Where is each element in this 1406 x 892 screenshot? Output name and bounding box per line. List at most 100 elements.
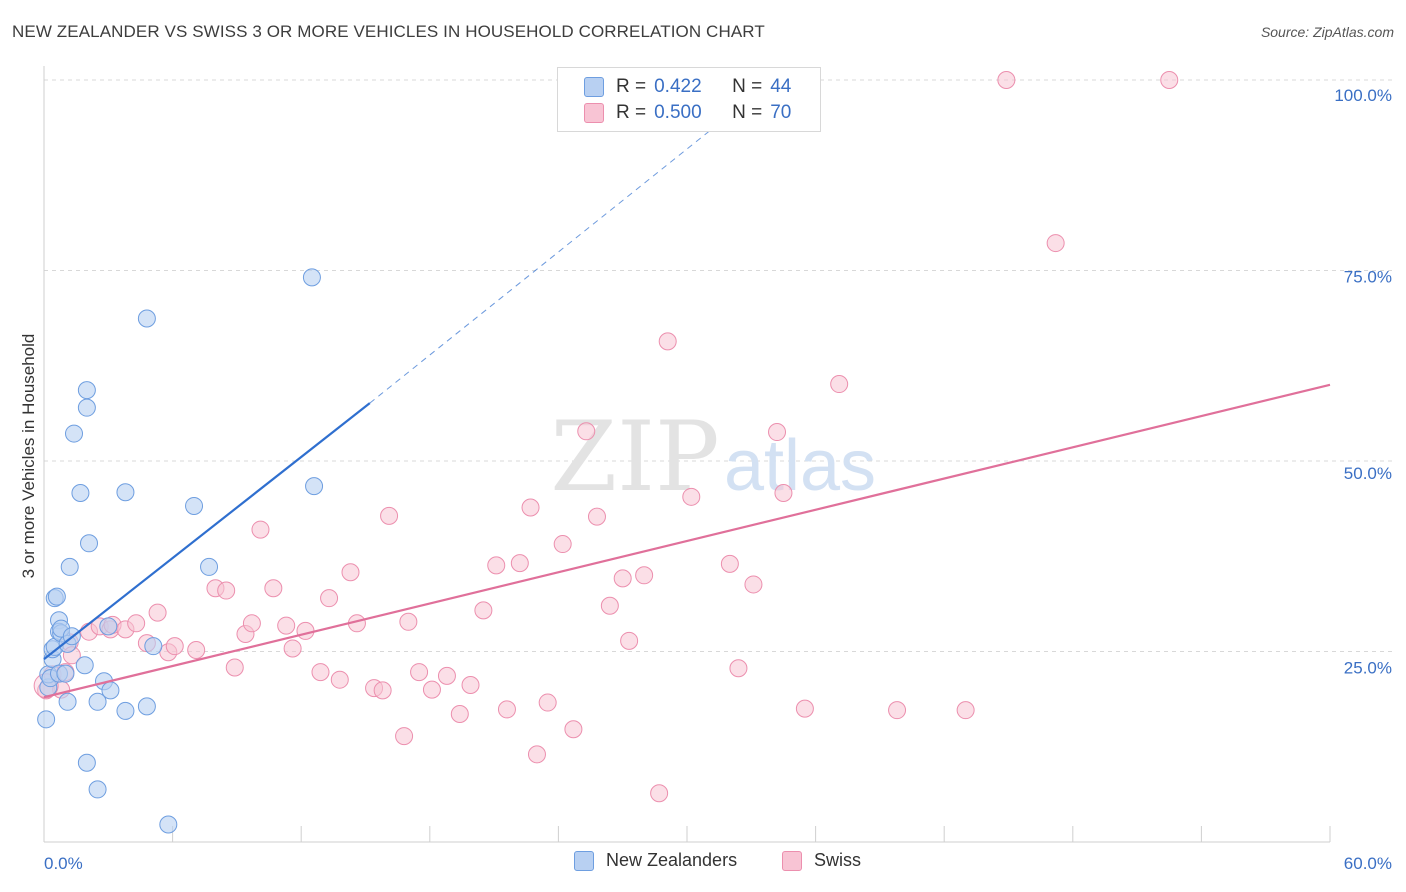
swiss-point bbox=[474, 601, 493, 620]
swiss-point bbox=[650, 784, 669, 803]
y-tick-label: 75.0% bbox=[1344, 268, 1392, 287]
grid-lines bbox=[44, 79, 1392, 652]
new-zealander-point bbox=[116, 483, 135, 502]
n-value: 70 bbox=[770, 102, 792, 123]
new-zealander-point bbox=[58, 692, 77, 711]
swiss-point bbox=[774, 484, 793, 503]
swiss-point bbox=[399, 612, 418, 631]
new-zealander-point bbox=[75, 656, 94, 675]
new-zealander-point bbox=[200, 557, 219, 576]
legend-item-new-zealanders[interactable]: New Zealanders bbox=[574, 850, 737, 871]
swiss-point bbox=[187, 640, 206, 659]
swiss-point bbox=[997, 71, 1016, 89]
new-zealander-point bbox=[101, 681, 120, 700]
swiss-point bbox=[521, 498, 540, 517]
new-zealander-point bbox=[37, 710, 56, 729]
swiss-point bbox=[635, 566, 654, 585]
trend-lines bbox=[43, 117, 1331, 699]
swiss-point bbox=[461, 676, 480, 695]
watermark: ZIP atlas bbox=[550, 401, 876, 513]
swiss-point bbox=[527, 745, 546, 764]
legend-label: New Zealanders bbox=[606, 850, 738, 870]
swiss-point bbox=[795, 699, 814, 718]
r-value: 0.422 bbox=[654, 76, 702, 97]
swiss-point bbox=[242, 614, 261, 633]
swiss-point bbox=[395, 727, 414, 746]
nz-swatch bbox=[574, 850, 594, 871]
new-zealander-point bbox=[137, 697, 156, 716]
y-axis-label: 3 or more Vehicles in Household bbox=[19, 334, 38, 579]
legend-row-new-zealanders: R = 0.422 N = 44 bbox=[584, 75, 791, 99]
swiss-point bbox=[380, 506, 399, 525]
new-zealander-point bbox=[88, 692, 107, 711]
new-zealander-point bbox=[77, 398, 96, 417]
swiss-point bbox=[830, 375, 849, 394]
source-label: Source: ZipAtlas.com bbox=[1260, 24, 1394, 40]
swiss-point bbox=[330, 670, 349, 689]
swiss-point bbox=[225, 658, 244, 677]
swiss-point bbox=[251, 520, 270, 539]
swiss-point bbox=[410, 663, 429, 682]
n-label: N = bbox=[732, 102, 763, 123]
swiss-point bbox=[373, 681, 392, 700]
new-zealander-point bbox=[77, 381, 96, 400]
x-tick-label: 60.0% bbox=[1344, 854, 1392, 873]
swiss-point bbox=[587, 507, 606, 526]
new-zealander-point bbox=[88, 780, 107, 799]
legend-row-swiss: R = 0.500 N = 70 bbox=[584, 101, 791, 125]
watermark-atlas: atlas bbox=[724, 426, 876, 506]
n-label: N = bbox=[732, 76, 763, 97]
series-legend: New Zealanders Swiss bbox=[0, 850, 1406, 878]
swiss-point bbox=[620, 631, 639, 650]
swiss-point bbox=[217, 581, 236, 600]
new-zealander-points bbox=[37, 268, 324, 834]
swiss-point bbox=[577, 422, 596, 441]
new-zealander-point bbox=[60, 557, 79, 576]
new-zealander-point bbox=[47, 587, 66, 606]
swiss-point bbox=[148, 603, 167, 622]
legend-item-swiss[interactable]: Swiss bbox=[782, 850, 861, 871]
swiss-point bbox=[341, 563, 360, 582]
swiss-point bbox=[165, 637, 184, 656]
new-zealander-point bbox=[71, 484, 90, 503]
tick-labels: 25.0% 50.0% 75.0% 100.0% 0.0% 60.0% bbox=[44, 86, 1392, 873]
new-zealander-point bbox=[99, 617, 118, 636]
new-zealander-point bbox=[137, 309, 156, 328]
swiss-point bbox=[600, 596, 619, 615]
swiss-point bbox=[422, 680, 441, 699]
swiss-point bbox=[744, 575, 763, 594]
swiss-point bbox=[768, 423, 787, 442]
new-zealander-point bbox=[159, 815, 178, 834]
swiss-point bbox=[296, 621, 315, 640]
swiss-point bbox=[497, 700, 516, 719]
new-zealander-trend-line bbox=[43, 402, 371, 660]
swiss-point bbox=[487, 556, 506, 575]
swiss-point bbox=[1160, 71, 1179, 89]
swiss-point bbox=[658, 332, 677, 351]
swiss-point bbox=[264, 579, 283, 598]
swiss-point bbox=[311, 663, 330, 682]
swiss-swatch bbox=[584, 103, 604, 123]
chart-title: NEW ZEALANDER VS SWISS 3 OR MORE VEHICLE… bbox=[12, 22, 765, 41]
swiss-point bbox=[553, 535, 572, 554]
swiss-point bbox=[283, 639, 302, 658]
swiss-point bbox=[564, 720, 583, 739]
swiss-point bbox=[720, 554, 739, 573]
swiss-point bbox=[320, 589, 339, 608]
swiss-point bbox=[510, 554, 529, 573]
y-tick-label: 100.0% bbox=[1334, 86, 1392, 105]
swiss-point bbox=[277, 616, 296, 635]
n-value: 44 bbox=[770, 76, 792, 97]
new-zealander-point bbox=[77, 753, 96, 772]
new-zealander-point bbox=[80, 534, 99, 553]
new-zealander-trend-extension bbox=[369, 117, 726, 404]
new-zealander-point bbox=[305, 477, 324, 496]
y-tick-label: 50.0% bbox=[1344, 464, 1392, 483]
swiss-swatch bbox=[782, 850, 802, 871]
r-label: R = bbox=[616, 76, 647, 97]
swiss-trend-line bbox=[43, 383, 1331, 699]
swiss-point bbox=[127, 614, 146, 633]
legend-label: Swiss bbox=[814, 850, 862, 870]
r-value: 0.500 bbox=[654, 102, 702, 123]
